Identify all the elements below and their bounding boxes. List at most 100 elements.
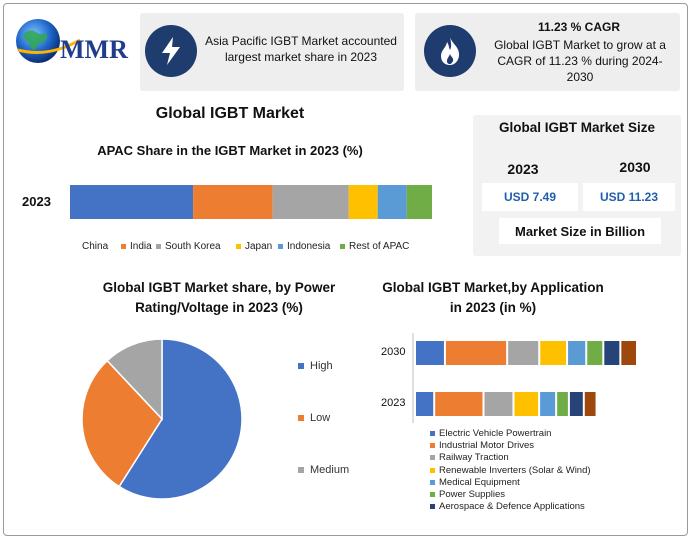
app-bar-2030-electric-vehicle-powertrain (416, 341, 444, 365)
app-legend-item-industrial-motor-drives: Industrial Motor Drives (430, 440, 534, 451)
legend-label: Railway Traction (439, 452, 509, 464)
legend-item-indonesia: Indonesia (278, 241, 330, 252)
app-legend-item-railway-traction: Railway Traction (430, 452, 509, 463)
legend-label: Aerospace & Defence Applications (439, 501, 585, 513)
app-bar-2023-electric-vehicle-powertrain (416, 392, 434, 416)
app-bar-2030-railway-traction (508, 341, 539, 365)
app-legend-item-medical-equipment: Medical Equipment (430, 477, 520, 488)
value-2023: USD 7.49 (482, 183, 578, 211)
legend-label: High (310, 360, 333, 372)
app-bar-2030-renewable-inverters-solar-wind (540, 341, 567, 365)
legend-swatch (430, 504, 435, 510)
legend-swatch (430, 491, 435, 497)
legend-label: Low (310, 412, 331, 424)
legend-swatch (121, 243, 126, 249)
legend-swatch (430, 467, 435, 473)
app-bar-2030-medical-equipment (568, 341, 586, 365)
apac-category-label: 2023 (22, 194, 51, 209)
legend-label: Renewable Inverters (Solar & Wind) (439, 464, 591, 476)
market-size-footer: Market Size in Billion (499, 218, 661, 244)
app-bar-2030-power-supplies (587, 341, 603, 365)
bar-segment-indonesia (377, 185, 407, 219)
bar-segment-japan (348, 185, 378, 219)
legend-swatch (340, 243, 345, 249)
app-bar-2023-power-supplies (557, 392, 568, 416)
value-2030: USD 11.23 (583, 183, 675, 211)
app-bar-2023-railway-traction (484, 392, 513, 416)
info-card-text: Asia Pacific IGBT Market accounted large… (205, 34, 397, 64)
app-bar-2030-aerospace-defence-applications (604, 341, 620, 365)
legend-swatch (430, 443, 435, 449)
legend-item-china: China (82, 241, 108, 252)
info-card-cagr: 11.23 % CAGR Global IGBT Market to grow … (415, 13, 680, 91)
app-legend-item-renewable-inverters-solar-wind: Renewable Inverters (Solar & Wind) (430, 465, 591, 476)
app-bar-2030-industrial-motor-drives (445, 341, 507, 365)
pie-slice-medium (106, 338, 163, 421)
legend-label: Medium (310, 464, 350, 476)
apac-stacked-bar (70, 185, 432, 219)
legend-label: Medical Equipment (439, 476, 520, 488)
infographic-frame (3, 3, 688, 536)
legend-label: China (82, 241, 109, 252)
legend-swatch (298, 363, 304, 370)
legend-label: Japan (245, 241, 273, 252)
application-stacked-bars (416, 341, 636, 416)
app-legend-item-power-supplies: Power Supplies (430, 489, 505, 500)
legend-swatch (278, 243, 283, 249)
legend-swatch (430, 479, 435, 485)
app-bar-2023-renewable-inverters-solar-wind (514, 392, 539, 416)
legend-swatch (430, 430, 435, 436)
app-bar-2023-aerospace-defence-applications (569, 392, 583, 416)
legend-swatch (298, 415, 304, 422)
cagr-heading: 11.23 % CAGR (537, 20, 621, 34)
app-category-2023: 2023 (381, 397, 406, 409)
legend-item-rest-of-apac: Rest of APAC (340, 241, 409, 252)
legend-item-south-korea: South Korea (156, 241, 221, 252)
bar-segment-china (70, 185, 194, 219)
legend-swatch (298, 467, 304, 474)
app-bar-2030-segment-7 (621, 341, 636, 365)
legend-label: Indonesia (287, 241, 331, 252)
market-size-box: Global IGBT Market Size 2023 2030 USD 7.… (473, 115, 681, 256)
logo-text: MMR (60, 35, 128, 64)
app-legend-item-aerospace-defence-applications: Aerospace & Defence Applications (430, 501, 585, 512)
pie-slice-high (118, 338, 243, 500)
mmr-logo: MMR (16, 19, 128, 64)
legend-label: Rest of APAC (349, 241, 410, 252)
pie-legend-item-low: Low (298, 412, 330, 424)
apac-chart-title: APAC Share in the IGBT Market in 2023 (%… (97, 143, 363, 158)
legend-item-india: India (121, 241, 152, 252)
legend-swatch (236, 243, 241, 249)
main-title: Global IGBT Market (155, 105, 305, 122)
app-bar-2023-industrial-motor-drives (435, 392, 483, 416)
year-2030-label: 2030 (619, 159, 651, 175)
legend-item-japan: Japan (236, 241, 272, 252)
app-bar-2023-medical-equipment (540, 392, 556, 416)
pie-legend-item-medium: Medium (298, 464, 349, 476)
app-bar-2023-segment-7 (584, 392, 596, 416)
power-rating-pie (81, 338, 243, 500)
year-2023-label: 2023 (507, 161, 539, 177)
application-chart-title: Global IGBT Market,by Application in 202… (382, 280, 604, 315)
bar-segment-india (193, 185, 273, 219)
legend-label: Electric Vehicle Powertrain (439, 428, 552, 439)
pie-slice-low (81, 359, 163, 488)
app-category-2030: 2030 (381, 346, 406, 358)
market-size-title: Global IGBT Market Size (498, 120, 656, 135)
pie-chart-title: Global IGBT Market share, by Power Ratin… (102, 280, 336, 315)
app-axis-line (412, 333, 414, 423)
legend-label: South Korea (165, 241, 221, 252)
info-card-apac: Asia Pacific IGBT Market accounted large… (140, 13, 404, 91)
legend-label: Power Supplies (439, 489, 506, 500)
flame-icon (424, 25, 476, 77)
bar-segment-south-korea (272, 185, 349, 219)
info-card-text: Global IGBT Market to grow at a CAGR of … (494, 38, 666, 84)
legend-label: Industrial Motor Drives (439, 440, 535, 452)
pie-legend-item-high: High (298, 360, 333, 372)
legend-label: India (130, 241, 152, 252)
app-legend-item-electric-vehicle-powertrain: Electric Vehicle Powertrain (430, 428, 551, 439)
bar-segment-rest-of-apac (406, 185, 432, 219)
lightning-icon (145, 25, 197, 77)
legend-swatch (156, 243, 161, 249)
legend-swatch (430, 455, 435, 461)
